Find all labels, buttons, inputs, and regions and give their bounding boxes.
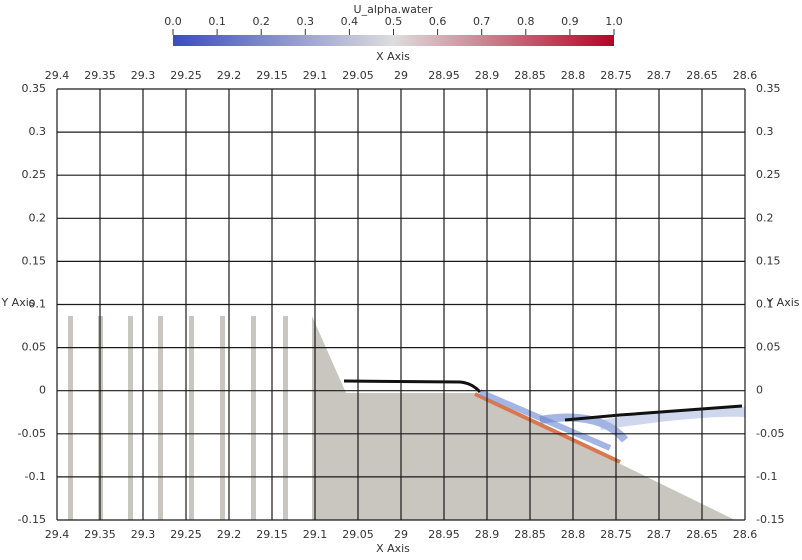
colorbar-tick-label: 0.1 (208, 15, 226, 28)
x-tick-label-top: 28.8 (561, 69, 586, 82)
x-tick-label-bottom: 28.95 (428, 528, 460, 541)
x-tick-label-top: 29.35 (84, 69, 116, 82)
colorbar-tick-label: 0.4 (341, 15, 359, 28)
geometry (68, 316, 746, 520)
x-axis-label-top: X Axis (376, 50, 410, 63)
y-tick-label-left: 0.2 (29, 211, 47, 224)
y-tick-label-left: 0.15 (22, 254, 47, 267)
x-tick-label-bottom: 28.6 (733, 528, 758, 541)
y-tick-label-right: -0.05 (756, 427, 784, 440)
colorbar-tick-label: 1.0 (605, 15, 623, 28)
colorbar (173, 35, 614, 46)
x-tick-label-bottom: 28.85 (514, 528, 546, 541)
x-tick-label-top: 28.75 (600, 69, 632, 82)
x-axis-label-bottom: X Axis (376, 542, 410, 555)
x-tick-label-bottom: 29.3 (131, 528, 156, 541)
x-tick-label-bottom: 29.4 (45, 528, 70, 541)
x-tick-label-bottom: 29.35 (84, 528, 116, 541)
x-tick-label-top: 29 (394, 69, 408, 82)
y-tick-label-right: 0 (756, 384, 763, 397)
x-tick-label-bottom: 29.05 (342, 528, 374, 541)
y-tick-label-right: 0.1 (756, 298, 774, 311)
colorbar-tick-label: 0.2 (252, 15, 270, 28)
y-tick-label-right: 0.15 (756, 254, 781, 267)
y-tick-label-right: -0.15 (756, 513, 784, 526)
colorbar-tick-label: 0.0 (164, 15, 182, 28)
x-tick-label-top: 28.6 (733, 69, 758, 82)
y-tick-label-right: 0.05 (756, 341, 781, 354)
x-tick-label-bottom: 29.25 (170, 528, 202, 541)
colorbar-tick-label: 0.8 (517, 15, 535, 28)
x-tick-label-top: 29.05 (342, 69, 374, 82)
y-axis-label-right: Y Axis (765, 296, 799, 309)
y-tick-label-right: 0.25 (756, 168, 781, 181)
x-tick-label-top: 28.7 (647, 69, 672, 82)
x-tick-label-bottom: 29.15 (256, 528, 288, 541)
x-tick-label-bottom: 28.8 (561, 528, 586, 541)
x-tick-label-top: 28.85 (514, 69, 546, 82)
y-tick-label-left: 0 (39, 384, 46, 397)
x-tick-label-top: 29.15 (256, 69, 288, 82)
y-tick-label-left: 0.3 (29, 125, 47, 138)
x-tick-label-top: 29.4 (45, 69, 70, 82)
x-tick-label-bottom: 28.9 (475, 528, 500, 541)
x-tick-label-top: 28.95 (428, 69, 460, 82)
x-tick-label-bottom: 28.75 (600, 528, 632, 541)
colorbar-tick-label: 0.3 (297, 15, 315, 28)
y-tick-label-right: 0.2 (756, 211, 774, 224)
y-tick-label-left: 0.25 (22, 168, 47, 181)
x-tick-label-bottom: 28.65 (686, 528, 718, 541)
x-tick-label-top: 29.1 (303, 69, 328, 82)
y-tick-label-left: -0.15 (18, 513, 46, 526)
y-axis-label-left: Y Axis (0, 296, 34, 309)
colorbar-tick-label: 0.9 (561, 15, 579, 28)
x-tick-label-bottom: 29.1 (303, 528, 328, 541)
y-tick-label-left: -0.1 (25, 470, 46, 483)
y-tick-label-right: 0.35 (756, 82, 781, 95)
x-tick-label-top: 29.3 (131, 69, 156, 82)
x-tick-label-bottom: 29.2 (217, 528, 242, 541)
colorbar-title: U_alpha.water (354, 3, 433, 16)
colorbar-tick-label: 0.7 (473, 15, 491, 28)
y-tick-label-left: 0.1 (29, 298, 47, 311)
y-tick-label-right: -0.1 (756, 470, 777, 483)
y-tick-label-right: 0.3 (756, 125, 774, 138)
colorbar-tick-label: 0.5 (385, 15, 403, 28)
y-tick-label-left: 0.05 (22, 341, 47, 354)
x-tick-label-top: 28.9 (475, 69, 500, 82)
x-tick-label-bottom: 28.7 (647, 528, 672, 541)
x-tick-label-bottom: 29 (394, 528, 408, 541)
x-tick-label-top: 29.25 (170, 69, 202, 82)
y-tick-label-left: -0.05 (18, 427, 46, 440)
x-tick-label-top: 28.65 (686, 69, 718, 82)
colorbar-tick-label: 0.6 (429, 15, 447, 28)
y-tick-label-left: 0.35 (22, 82, 47, 95)
x-tick-label-top: 29.2 (217, 69, 242, 82)
